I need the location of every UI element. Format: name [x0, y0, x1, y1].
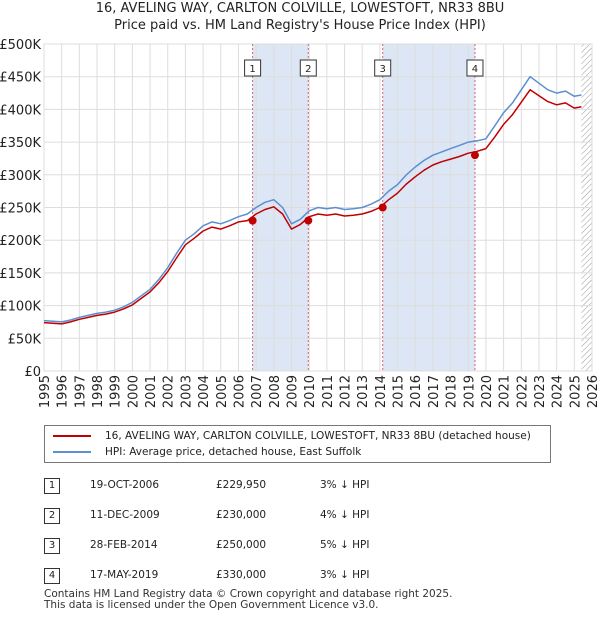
sale-label: 3 [380, 64, 386, 75]
x-tick-label: 1995 [38, 375, 53, 408]
y-axis: £0 £50K £100K £150K £200K £250K £300K £350K £400… [0, 38, 41, 380]
sale-label: 1 [249, 64, 255, 75]
legend-swatch-hpi [53, 451, 91, 453]
x-tick-label: 2019 [462, 375, 477, 408]
y-tick-label: £100K [0, 300, 41, 315]
transaction-price: £229,950 [216, 479, 267, 491]
x-tick-label: 2018 [445, 375, 460, 408]
footer-copyright: Contains HM Land Registry data © Crown c… [44, 588, 453, 600]
hpi-line [43, 75, 582, 323]
x-tick-label: 2003 [179, 375, 194, 408]
transaction-number: 3 [44, 538, 60, 554]
sale-label-box [466, 59, 484, 77]
transaction-date: 19-OCT-2006 [90, 479, 159, 491]
x-tick-label: 2025 [568, 375, 583, 408]
transaction-number: 4 [44, 568, 60, 584]
price-chart: 1 2 3 4 £0 £50K £100K £150K £200K £250K £300K £350… [0, 38, 600, 408]
property-line [43, 89, 582, 325]
legend-label-property: 16, AVELING WAY, CARLTON COLVILLE, LOWES… [105, 430, 531, 442]
sale-label: 4 [472, 64, 478, 75]
transaction-date: 28-FEB-2014 [90, 539, 158, 551]
table-row: 4 17-MAY-2019 £330,000 3% ↓ HPI [44, 566, 464, 586]
transaction-price: £230,000 [216, 509, 267, 521]
legend-item-hpi: HPI: Average price, detached house, East… [53, 444, 361, 460]
x-tick-label: 2006 [232, 375, 247, 408]
sale-point [470, 151, 479, 160]
x-tick-label: 2016 [409, 375, 424, 408]
transaction-date: 17-MAY-2019 [90, 569, 159, 581]
sale-marker-lines [252, 44, 476, 371]
x-tick-label: 2013 [356, 375, 371, 408]
x-tick-label: 2008 [268, 375, 283, 408]
x-tick-label: 2009 [285, 375, 300, 408]
y-tick-label: £350K [0, 136, 41, 151]
x-tick-label: 2007 [250, 375, 265, 408]
table-row: 3 28-FEB-2014 £250,000 5% ↓ HPI [44, 536, 464, 556]
y-tick-label: £0 [24, 365, 41, 380]
y-tick-label: £400K [0, 103, 41, 118]
transaction-price: £330,000 [216, 569, 267, 581]
x-tick-label: 2002 [162, 375, 177, 408]
transaction-hpi: 4% ↓ HPI [320, 509, 370, 521]
transaction-hpi: 3% ↓ HPI [320, 569, 370, 581]
series-lines [43, 75, 582, 325]
x-tick-label: 2012 [339, 375, 354, 408]
table-row: 2 11-DEC-2009 £230,000 4% ↓ HPI [44, 506, 464, 526]
x-tick-label: 2005 [215, 375, 230, 408]
x-tick-label: 2023 [533, 375, 548, 408]
chart-subtitle: Price paid vs. HM Land Registry's House … [114, 18, 486, 33]
x-tick-label: 2024 [551, 375, 566, 408]
table-row: 1 19-OCT-2006 £229,950 3% ↓ HPI [44, 476, 464, 496]
x-tick-label: 2001 [144, 375, 159, 408]
y-tick-label: £250K [0, 202, 41, 217]
footer: Contains HM Land Registry data © Crown c… [44, 589, 452, 611]
legend: 16, AVELING WAY, CARLTON COLVILLE, LOWES… [44, 425, 551, 463]
y-tick-label: £200K [0, 234, 41, 249]
footer-licence: This data is licensed under the Open Gov… [44, 599, 379, 611]
y-tick-label: £300K [0, 169, 41, 184]
sale-label-box [244, 59, 262, 77]
transaction-number: 1 [44, 478, 60, 494]
sale-point [304, 216, 313, 225]
legend-item-property: 16, AVELING WAY, CARLTON COLVILLE, LOWES… [53, 428, 531, 444]
x-tick-label: 2022 [515, 375, 530, 408]
y-tick-label: £450K [0, 71, 41, 86]
x-tick-label: 1997 [73, 375, 88, 408]
x-tick-label: 2021 [498, 375, 513, 408]
x-tick-label: 2026 [586, 375, 600, 408]
transaction-number: 2 [44, 508, 60, 524]
chart-title: 16, AVELING WAY, CARLTON COLVILLE, LOWES… [95, 1, 505, 16]
x-tick-label: 2017 [427, 375, 442, 408]
y-tick-label: £150K [0, 267, 41, 282]
sale-label: 2 [305, 64, 311, 75]
x-tick-label: 2010 [303, 375, 318, 408]
x-tick-label: 1998 [91, 375, 106, 408]
x-tick-label: 2011 [321, 375, 336, 408]
transaction-date: 11-DEC-2009 [90, 509, 160, 521]
sale-points [248, 151, 479, 225]
sale-point [378, 203, 387, 212]
sale-point [248, 216, 257, 225]
x-tick-label: 1999 [109, 375, 124, 408]
y-tick-label: £50K [8, 332, 42, 347]
sale-labels: 1 2 3 4 [244, 59, 484, 77]
transaction-hpi: 3% ↓ HPI [320, 479, 370, 491]
chart-title-block: 16, AVELING WAY, CARLTON COLVILLE, LOWES… [0, 0, 600, 34]
x-tick-label: 2014 [374, 375, 389, 408]
legend-label-hpi: HPI: Average price, detached house, East… [105, 446, 362, 458]
x-axis: 1995 1996 1997 1998 1999 2000 2001 2002 2003 2004… [38, 375, 600, 408]
transaction-price: £250,000 [216, 539, 267, 551]
transaction-hpi: 5% ↓ HPI [320, 539, 370, 551]
legend-swatch-property [53, 435, 91, 437]
sale-label-box [374, 59, 392, 77]
x-tick-label: 2020 [480, 375, 495, 408]
sale-label-box [299, 59, 317, 77]
y-tick-label: £500K [0, 38, 41, 53]
grid-lines [43, 43, 593, 372]
x-tick-label: 2004 [197, 375, 212, 408]
x-tick-label: 2000 [126, 375, 141, 408]
x-tick-label: 1996 [56, 375, 71, 408]
x-tick-label: 2015 [392, 375, 407, 408]
